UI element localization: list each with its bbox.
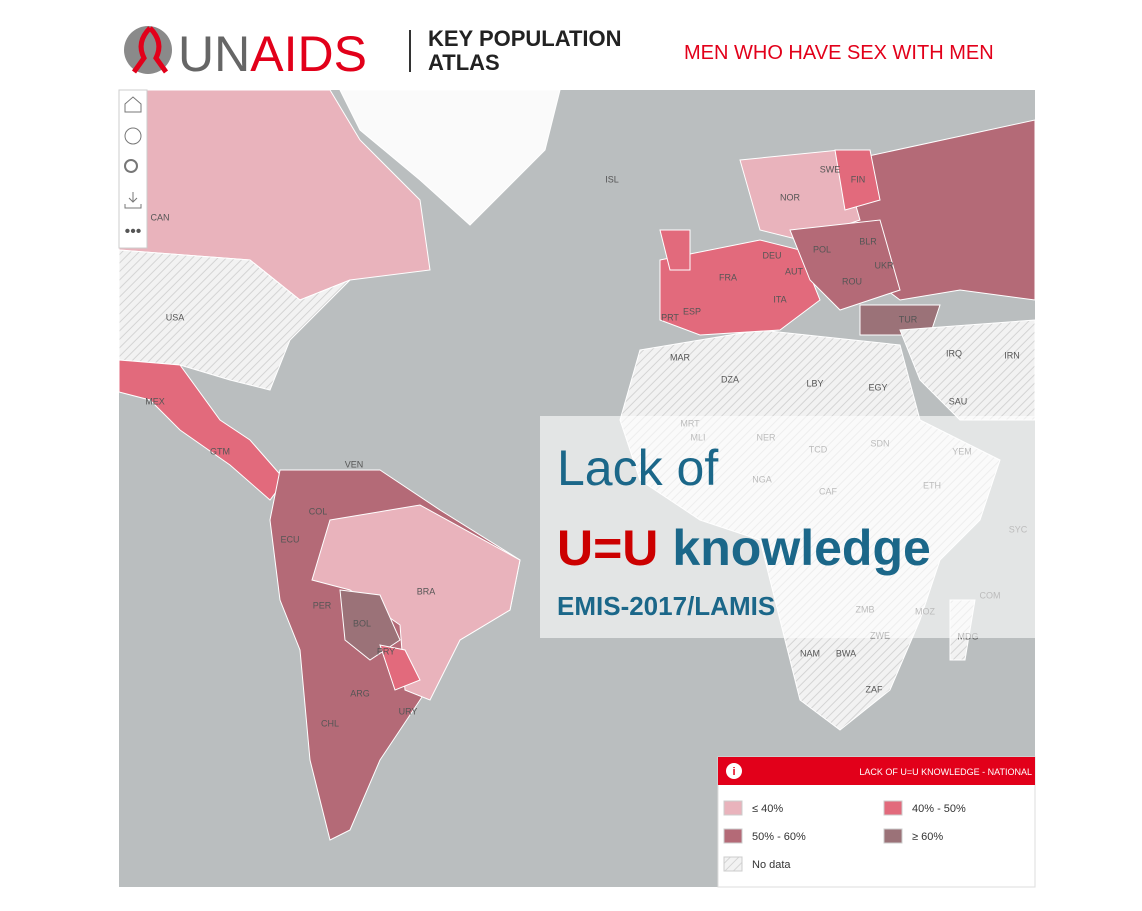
country-label: COL [309,506,328,516]
legend-label: ≤ 40% [752,803,783,815]
logo: UNAIDS [178,26,367,82]
country-label: LBY [806,378,823,388]
country-label: IRN [1004,350,1020,360]
country-label: ARG [350,688,370,698]
overlay-panel [540,416,1035,638]
mexico [119,359,286,501]
legend-title: LACK OF U=U KNOWLEDGE - NATIONAL [859,767,1032,777]
country-label: EGY [868,382,887,392]
legend-label: No data [752,859,791,871]
country-label: BWA [836,648,856,658]
country-label: ESP [683,306,701,316]
eastern-europe [789,219,901,311]
country-label: POL [813,244,831,254]
brazil [311,504,521,701]
country-label: BLR [859,236,877,246]
country-label: CHL [321,718,339,728]
search-icon[interactable] [124,159,138,173]
info-icon[interactable] [726,763,742,779]
country-label: ISL [605,174,619,184]
legend-swatch [883,828,903,844]
country-label: DEU [762,250,781,260]
country-label: TUR [899,314,918,324]
country-label: MEX [145,396,165,406]
legend-swatch [723,800,743,816]
legend-label: 40% - 50% [912,803,966,815]
legend-swatch [723,856,743,872]
paraguay [379,644,421,691]
overlay-title: U=U knowledge [557,520,931,576]
country-label: ZAF [866,684,884,694]
country-label: SAU [949,396,968,406]
atlas-line: ATLAS [428,50,500,75]
legend-header [718,757,1035,785]
country-label: USA [166,312,185,322]
overlay: Lack of U=U knowledge EMIS-2017/LAMIS [540,416,1035,638]
legend-swatch [723,828,743,844]
country-label: URY [399,706,418,716]
legend-label: ≥ 60% [912,831,943,843]
country-label: ECU [280,534,299,544]
download-icon[interactable] [124,192,142,209]
country-label: PRT [661,312,679,322]
info-icon-glyph: i [732,766,735,778]
country-label: MAR [670,352,691,362]
country-label: GTM [210,446,230,456]
country-label: BRA [417,586,436,596]
overlay-title: Lack of [557,440,718,496]
toolbar: ••• [118,89,148,249]
country-label: VEN [345,459,364,469]
country-label: SWE [820,164,841,174]
country-label: ITA [773,294,786,304]
header: UNAIDS KEY POPULATION ATLAS MEN WHO HAVE… [124,26,994,82]
country-label: ROU [842,276,862,286]
finland [834,149,881,211]
more-icon[interactable]: ••• [125,223,142,240]
overlay-source: EMIS-2017/LAMIS [557,591,775,621]
country-label: PRY [377,646,395,656]
home-icon[interactable] [124,96,142,113]
uk [659,229,691,271]
legend: i LACK OF U=U KNOWLEDGE - NATIONAL ≤ 40%… [717,756,1036,888]
western-europe [659,239,821,336]
atlas-line: KEY POPULATION [428,26,622,51]
country-label: BOL [353,618,371,628]
country-label: NAM [800,648,820,658]
country-label: IRQ [946,348,962,358]
country-label: AUT [785,266,804,276]
country-label: CAN [150,212,169,222]
ribbon [131,26,169,74]
greenland [339,90,561,226]
legend-label: 50% - 60% [752,831,806,843]
country-label: DZA [721,374,739,384]
population-title: MEN WHO HAVE SEX WITH MEN [684,42,994,64]
country-label: PER [313,600,332,610]
country-label: UKR [874,260,894,270]
globe-icon[interactable] [124,127,142,145]
legend-swatch [883,800,903,816]
country-label: FRA [719,272,737,282]
country-label: NOR [780,192,801,202]
country-label: FIN [851,174,866,184]
toolbar-panel [118,89,148,249]
